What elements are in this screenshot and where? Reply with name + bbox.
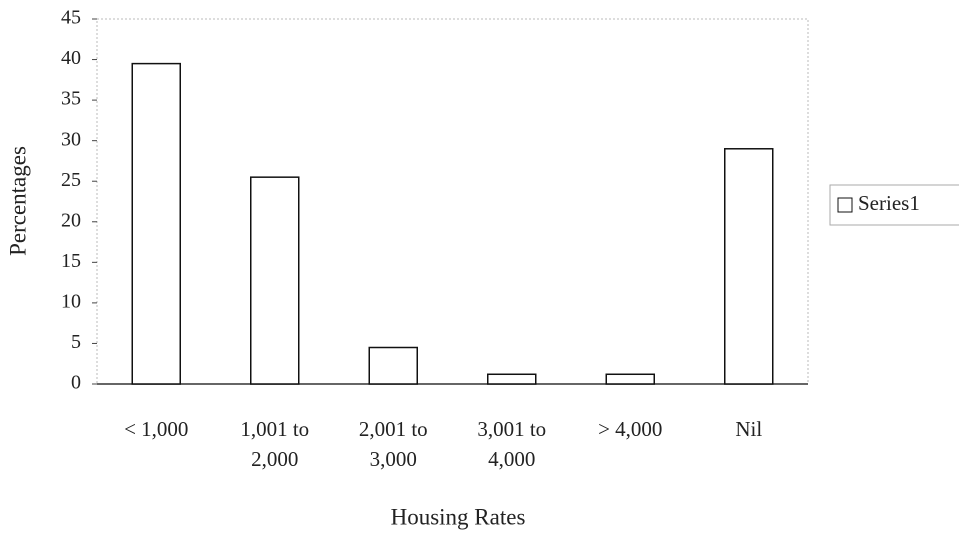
y-tick-label: 20 (61, 209, 81, 231)
plot-area (96, 18, 809, 385)
x-tick-label: 1,001 to 2,000 (240, 417, 310, 471)
x-tick-label: 2,001 to 3,000 (358, 417, 428, 471)
bar (368, 346, 418, 385)
bar (131, 62, 181, 385)
bar (724, 148, 774, 385)
y-tick-label: 5 (71, 331, 81, 353)
legend-swatch (837, 197, 853, 213)
bar (605, 373, 655, 385)
y-tick-label: 15 (61, 250, 81, 272)
y-tick-label: 25 (61, 169, 81, 191)
x-tick-label: 3,001 to 4,000 (477, 417, 547, 471)
bar (250, 176, 300, 385)
y-tick-label: 30 (61, 128, 81, 150)
legend-box (829, 184, 959, 226)
y-tick-label: 10 (61, 290, 81, 312)
bar (487, 373, 537, 385)
x-tick-label: Nil (735, 417, 763, 441)
y-tick-label: 35 (61, 88, 81, 110)
x-tick-label: > 4,000 (598, 417, 663, 441)
x-axis-label: Housing Rates (391, 504, 526, 529)
y-tick-label: 45 (61, 7, 81, 29)
legend-label: Series1 (858, 191, 920, 215)
y-tick-label: 40 (61, 47, 81, 69)
y-tick-label: 0 (71, 372, 81, 394)
x-tick-label: < 1,000 (124, 417, 189, 441)
y-axis-label: Percentages (5, 146, 30, 256)
